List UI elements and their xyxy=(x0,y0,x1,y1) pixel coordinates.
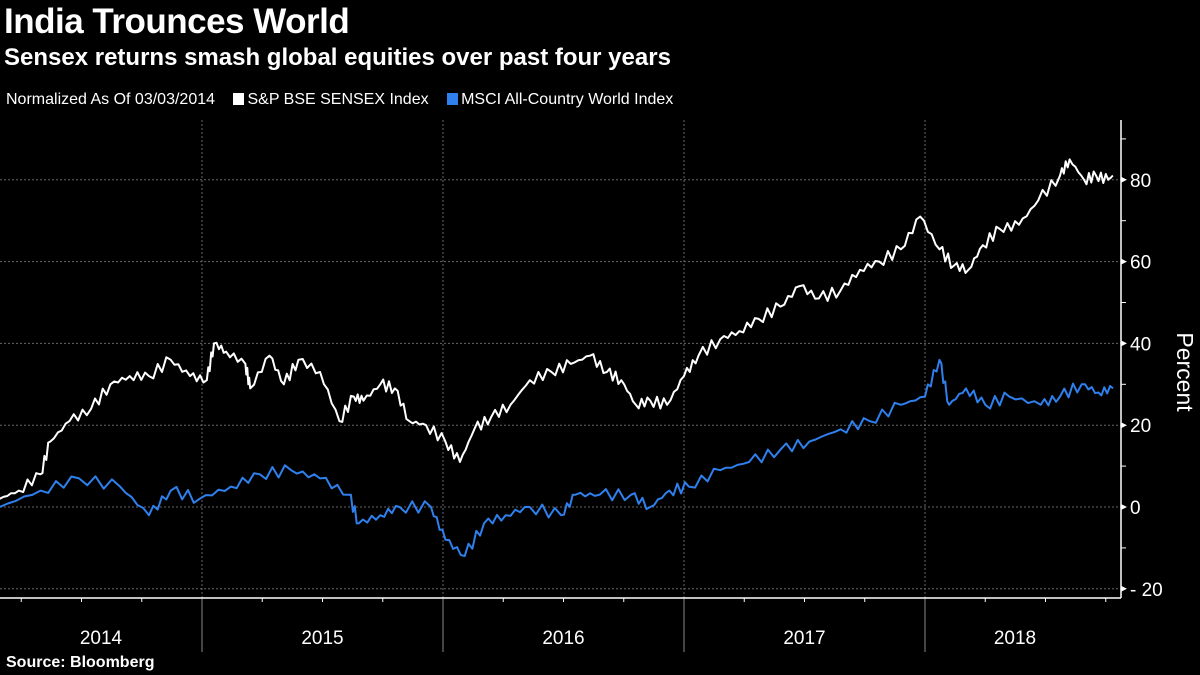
y-tick xyxy=(1121,585,1127,592)
x-tick-label: 2017 xyxy=(783,628,825,649)
normalized-note: Normalized As Of 03/03/2014 xyxy=(6,91,216,108)
y-tick xyxy=(1121,422,1127,429)
x-tick-label: 2016 xyxy=(542,628,584,649)
chart-subtitle: Sensex returns smash global equities ove… xyxy=(4,44,671,71)
y-tick-label: - 20 xyxy=(1130,580,1163,601)
legend-label-msci: MSCI All-Country World Index xyxy=(461,91,674,108)
legend-item-msci: MSCI All-Country World Index xyxy=(447,91,673,108)
legend-item-sensex: S&P BSE SENSEX Index xyxy=(233,91,429,108)
x-tick-label: 2014 xyxy=(80,628,123,649)
legend-label-sensex: S&P BSE SENSEX Index xyxy=(247,91,429,108)
y-axis-label: Percent xyxy=(1172,332,1198,412)
source-note: Source: Bloomberg xyxy=(6,654,155,671)
y-tick xyxy=(1121,340,1127,347)
y-tick xyxy=(1121,504,1127,510)
series-line-msci xyxy=(0,358,1114,558)
x-tick-label: 2018 xyxy=(994,628,1036,649)
y-tick xyxy=(1121,258,1127,265)
legend: Normalized As Of 03/03/2014 S&P BSE SENS… xyxy=(6,91,687,109)
legend-swatch-sensex xyxy=(233,93,245,105)
y-tick-label: 40 xyxy=(1130,334,1151,355)
legend-swatch-msci xyxy=(447,93,459,105)
y-tick-label: 80 xyxy=(1130,171,1151,192)
series-line-sensex xyxy=(0,158,1114,500)
y-tick-label: 60 xyxy=(1130,253,1151,274)
x-tick-label: 2015 xyxy=(301,628,343,649)
y-tick-label: 20 xyxy=(1130,416,1151,437)
chart-title: India Trounces World xyxy=(4,2,350,41)
y-tick-label: 0 xyxy=(1130,498,1141,519)
y-tick xyxy=(1121,176,1127,183)
